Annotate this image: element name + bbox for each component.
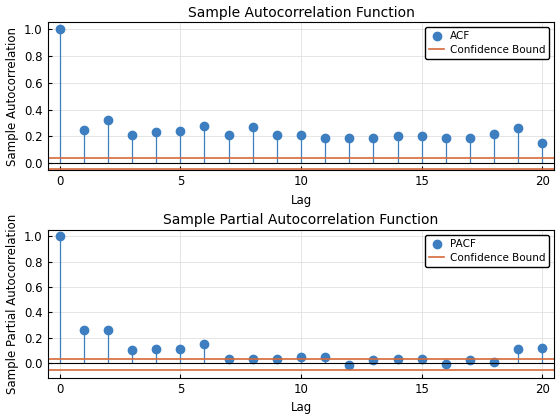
ACF xyxy=(153,130,160,135)
X-axis label: Lag: Lag xyxy=(291,402,312,415)
ACF xyxy=(346,135,353,140)
PACF xyxy=(491,359,497,364)
ACF xyxy=(442,135,449,140)
ACF xyxy=(57,26,63,32)
PACF xyxy=(225,357,232,362)
X-axis label: Lag: Lag xyxy=(291,194,312,207)
Y-axis label: Sample Partial Autocorrelation: Sample Partial Autocorrelation xyxy=(6,214,18,394)
ACF xyxy=(81,127,87,132)
PACF xyxy=(177,346,184,352)
ACF xyxy=(322,135,329,140)
ACF xyxy=(129,133,136,138)
ACF xyxy=(105,118,111,123)
PACF xyxy=(515,346,521,352)
Confidence Bound xyxy=(81,357,87,362)
PACF xyxy=(539,345,546,350)
ACF xyxy=(418,134,425,139)
Line: PACF: PACF xyxy=(55,232,547,370)
PACF xyxy=(273,357,280,362)
Confidence Bound xyxy=(81,155,87,160)
PACF xyxy=(201,341,208,346)
PACF xyxy=(57,234,63,239)
PACF xyxy=(370,358,377,363)
ACF xyxy=(225,133,232,138)
ACF xyxy=(370,135,377,140)
PACF xyxy=(81,328,87,333)
ACF xyxy=(491,131,497,136)
ACF xyxy=(177,129,184,134)
ACF xyxy=(539,141,546,146)
ACF xyxy=(249,125,256,130)
PACF xyxy=(105,328,111,333)
ACF xyxy=(515,126,521,131)
PACF xyxy=(418,357,425,362)
ACF xyxy=(201,123,208,128)
PACF xyxy=(249,357,256,362)
Title: Sample Autocorrelation Function: Sample Autocorrelation Function xyxy=(188,5,414,20)
ACF xyxy=(466,135,473,140)
PACF xyxy=(442,362,449,367)
Line: ACF: ACF xyxy=(55,25,547,147)
ACF xyxy=(273,133,280,138)
Legend: PACF, Confidence Bound: PACF, Confidence Bound xyxy=(424,235,549,267)
ACF xyxy=(394,134,401,139)
PACF xyxy=(466,358,473,363)
PACF xyxy=(153,346,160,352)
Legend: ACF, Confidence Bound: ACF, Confidence Bound xyxy=(424,27,549,59)
PACF xyxy=(322,354,329,359)
PACF xyxy=(298,354,305,359)
ACF xyxy=(298,133,305,138)
PACF xyxy=(346,363,353,368)
Title: Sample Partial Autocorrelation Function: Sample Partial Autocorrelation Function xyxy=(164,213,438,228)
Confidence Bound xyxy=(57,155,63,160)
Y-axis label: Sample Autocorrelation: Sample Autocorrelation xyxy=(6,26,18,165)
PACF xyxy=(394,357,401,362)
PACF xyxy=(129,348,136,353)
Confidence Bound xyxy=(57,357,63,362)
